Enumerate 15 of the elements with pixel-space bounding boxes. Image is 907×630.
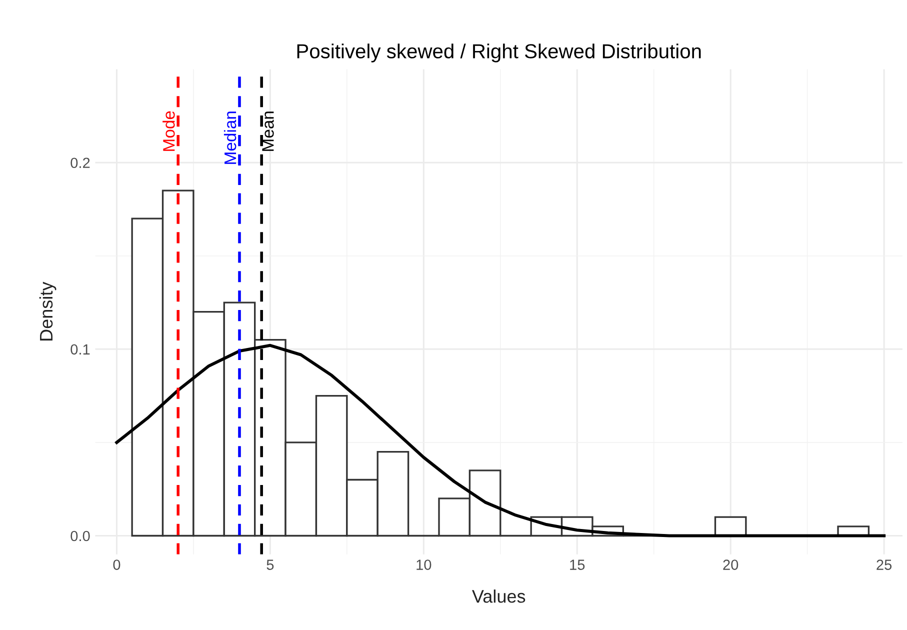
- ref-line-label: Mean: [262, 112, 274, 151]
- y-tick-label: 0.2: [70, 158, 90, 168]
- y-axis-title: Density: [39, 282, 56, 340]
- x-tick-label: 0: [113, 560, 120, 570]
- x-axis-title: Values: [472, 590, 526, 603]
- x-tick-label: 15: [570, 560, 585, 570]
- y-tick-label: 0.1: [70, 344, 90, 355]
- chart-title: Positively skewed / Right Skewed Distribution: [297, 44, 701, 62]
- x-tick-label: 10: [416, 560, 432, 570]
- ref-line-label: Mode: [162, 111, 175, 151]
- x-tick-label: 5: [266, 560, 274, 570]
- x-tick-label: 20: [723, 560, 738, 570]
- x-tick-label: 25: [876, 560, 892, 570]
- ref-line-label: Median: [224, 112, 236, 164]
- y-tick-label: 0.0: [70, 530, 90, 542]
